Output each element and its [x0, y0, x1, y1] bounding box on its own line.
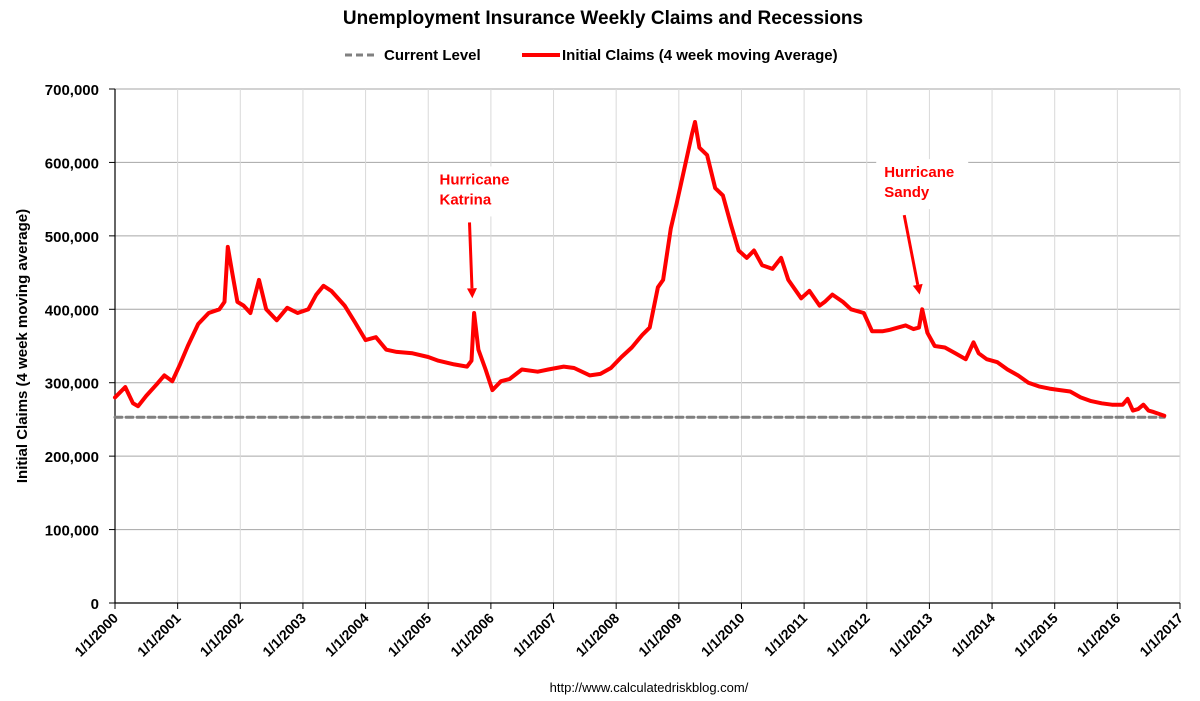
y-axis-label: Initial Claims (4 week moving average): [14, 209, 31, 483]
legend-label-initial-claims: Initial Claims (4 week moving Average): [562, 47, 838, 64]
annotation-label: Hurricane: [884, 164, 954, 181]
x-tick-label: 1/1/2016: [1074, 610, 1124, 660]
y-tick-label: 200,000: [45, 449, 99, 466]
x-tick-label: 1/1/2009: [635, 610, 685, 660]
annotation-label: Sandy: [884, 184, 930, 201]
x-tick-label: 1/1/2011: [761, 610, 810, 659]
initial-claims-line: [113, 120, 1167, 418]
annotation-arrow: [902, 214, 920, 286]
x-tick-label: 1/1/2010: [698, 610, 748, 660]
chart-title: Unemployment Insurance Weekly Claims and…: [343, 8, 863, 29]
legend: Current Level Initial Claims (4 week mov…: [345, 47, 838, 64]
y-tick-label: 500,000: [45, 229, 99, 246]
series-layer: [113, 120, 1167, 419]
y-tick-label: 300,000: [45, 376, 99, 393]
source-url: http://www.calculatedriskblog.com/: [550, 680, 749, 695]
x-tick-label: 1/1/2017: [1136, 610, 1186, 660]
x-tick-label: 1/1/2002: [197, 610, 247, 660]
x-tick-label: 1/1/2006: [447, 610, 497, 660]
x-tick-label: 1/1/2008: [572, 610, 622, 660]
annotation-arrow: [467, 222, 474, 289]
x-tick-label: 1/1/2013: [886, 610, 936, 660]
axes: [109, 88, 1181, 609]
annotations: Hurricane Katrina Hurricane Sandy: [431, 159, 969, 299]
x-tick-label: 1/1/2003: [259, 610, 309, 660]
x-tick-label: 1/1/2004: [322, 610, 372, 660]
gridlines: [115, 88, 1180, 531]
y-tick-labels: 0 100,000 200,000 300,000 400,000 500,000 600,…: [45, 82, 99, 613]
vertical-gridlines: [114, 89, 1181, 603]
x-tick-label: 1/1/2007: [510, 610, 560, 660]
annotation-background: [431, 166, 524, 217]
x-tick-label: 1/1/2001: [134, 610, 184, 660]
y-tick-label: 100,000: [45, 523, 99, 540]
x-tick-label: 1/1/2014: [948, 610, 998, 660]
x-tick-label: 1/1/2000: [71, 610, 121, 660]
annotation-background: [876, 159, 969, 210]
y-tick-label: 400,000: [45, 302, 99, 319]
legend-label-current-level: Current Level: [384, 47, 481, 64]
y-tick-label: 600,000: [45, 155, 99, 172]
annotation-arrowhead: [466, 288, 477, 299]
annotation-label: Hurricane: [439, 171, 509, 188]
x-tick-labels: 1/1/2000 1/1/2001 1/1/2002 1/1/2003 1/1/2004…: [71, 610, 1186, 660]
x-tick-label: 1/1/2005: [385, 610, 435, 660]
y-tick-label: 700,000: [45, 82, 99, 99]
annotation-label: Katrina: [439, 191, 491, 208]
x-tick-label: 1/1/2015: [1011, 610, 1061, 660]
annotation-arrowhead: [912, 283, 923, 295]
y-tick-label: 0: [91, 596, 99, 613]
x-tick-label: 1/1/2012: [823, 610, 873, 660]
